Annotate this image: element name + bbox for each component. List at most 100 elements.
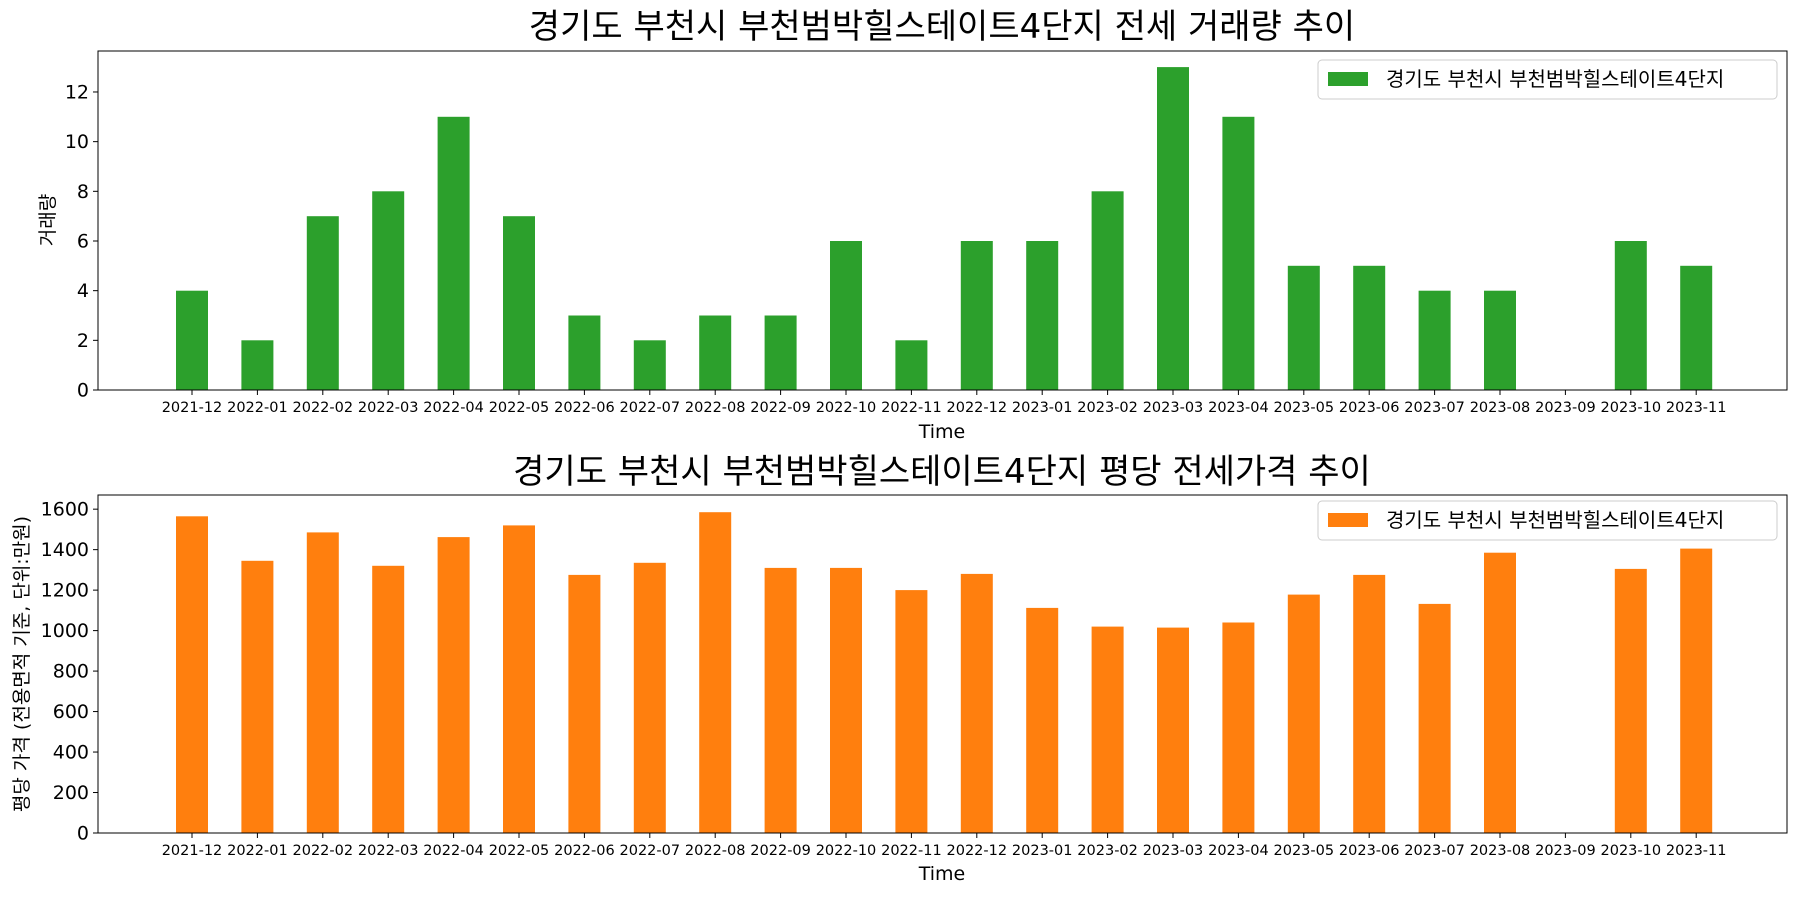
price-x-tick-label: 2022-10 bbox=[816, 843, 877, 859]
volume-bar bbox=[176, 290, 208, 390]
price-x-tick-label: 2022-11 bbox=[881, 843, 942, 859]
price-x-axis-label: Time bbox=[918, 863, 966, 885]
volume-bar bbox=[1157, 67, 1189, 390]
price-bar bbox=[1418, 603, 1451, 833]
price-legend-box bbox=[1317, 500, 1778, 541]
price-y-tick-label: 1000 bbox=[41, 620, 89, 642]
volume-y-tick-label: 12 bbox=[65, 81, 89, 103]
price-bar bbox=[1614, 568, 1647, 833]
volume-x-tick-label: 2023-11 bbox=[1666, 400, 1727, 416]
volume-x-tick-label: 2022-09 bbox=[750, 400, 811, 416]
price-bar bbox=[503, 525, 535, 833]
price-x-tick-label: 2022-08 bbox=[685, 843, 746, 859]
volume-bar bbox=[1614, 241, 1647, 390]
volume-bar bbox=[633, 340, 666, 390]
price-bars bbox=[176, 512, 1713, 833]
volume-bar bbox=[503, 216, 535, 390]
price-bar bbox=[372, 565, 405, 833]
price-x-tick-label: 2023-03 bbox=[1143, 843, 1204, 859]
volume-x-tick-label: 2023-07 bbox=[1404, 400, 1465, 416]
volume-bar bbox=[568, 315, 601, 390]
volume-bar bbox=[437, 116, 470, 391]
volume-y-tick-label: 0 bbox=[77, 380, 89, 402]
volume-x-tick-label: 2023-01 bbox=[1012, 400, 1073, 416]
volume-chart: 경기도 부천시 부천범박힐스테이트4단지 전세 거래량 추이 2021-12 20… bbox=[37, 7, 1788, 443]
price-x-tick-label: 2022-02 bbox=[293, 843, 354, 859]
price-x-tick-label: 2022-09 bbox=[750, 843, 811, 859]
price-x-tick-label: 2022-04 bbox=[423, 843, 484, 859]
price-x-tick-label: 2023-05 bbox=[1274, 843, 1335, 859]
volume-bar bbox=[699, 315, 732, 390]
volume-chart-title: 경기도 부천시 부천범박힐스테이트4단지 전세 거래량 추이 bbox=[529, 7, 1355, 47]
volume-bar bbox=[1026, 241, 1059, 390]
price-bar bbox=[1484, 552, 1516, 833]
price-y-tick-label: 600 bbox=[53, 701, 89, 723]
volume-x-tick-label: 2022-11 bbox=[881, 400, 942, 416]
price-legend-label: 경기도 부천시 부천범박힐스테이트4단지 bbox=[1386, 508, 1724, 532]
price-bar bbox=[960, 573, 993, 833]
volume-bar bbox=[1353, 265, 1386, 390]
price-y-tick-label: 1600 bbox=[41, 499, 89, 521]
price-legend-swatch bbox=[1328, 513, 1368, 527]
volume-bar bbox=[1680, 265, 1713, 390]
price-x-tick-label: 2023-09 bbox=[1535, 843, 1596, 859]
price-y-tick-label: 0 bbox=[77, 823, 89, 845]
volume-bar bbox=[1222, 116, 1255, 391]
price-x-tick-label: 2022-03 bbox=[358, 843, 419, 859]
price-x-ticks: 2021-12 2022-01 2022-02 2022-03 2022-04 2022-… bbox=[162, 833, 1726, 859]
volume-bar bbox=[764, 315, 797, 390]
price-y-tick-label: 800 bbox=[53, 661, 89, 683]
volume-bar bbox=[241, 340, 274, 390]
price-bar bbox=[1680, 548, 1713, 833]
volume-x-tick-label: 2022-12 bbox=[947, 400, 1008, 416]
price-x-tick-label: 2021-12 bbox=[162, 843, 223, 859]
price-bar bbox=[830, 567, 862, 833]
volume-plot-frame bbox=[97, 50, 1788, 391]
volume-x-tick-label: 2023-02 bbox=[1077, 400, 1138, 416]
volume-x-tick-label: 2023-03 bbox=[1143, 400, 1204, 416]
volume-bars bbox=[176, 67, 1713, 391]
price-bar bbox=[633, 562, 666, 833]
price-bar bbox=[1222, 622, 1255, 833]
volume-legend-label: 경기도 부천시 부천범박힐스테이트4단지 bbox=[1386, 67, 1724, 91]
volume-x-tick-label: 2022-10 bbox=[816, 400, 877, 416]
price-x-tick-label: 2023-04 bbox=[1208, 843, 1269, 859]
volume-x-tick-label: 2021-12 bbox=[162, 400, 223, 416]
volume-x-tick-label: 2023-09 bbox=[1535, 400, 1596, 416]
price-y-tick-label: 1400 bbox=[41, 539, 89, 561]
price-chart: 경기도 부천시 부천범박힐스테이트4단지 평당 전세가격 추이 2021-12 2… bbox=[11, 452, 1788, 885]
price-bar bbox=[895, 590, 928, 833]
volume-y-ticks: 0 2 4 6 8 10 12 bbox=[65, 81, 98, 402]
volume-bar bbox=[1091, 191, 1124, 390]
price-bar bbox=[1287, 594, 1320, 833]
price-bar bbox=[699, 512, 732, 833]
volume-x-ticks: 2021-12 2022-01 2022-02 2022-03 2022-04 2022-… bbox=[162, 390, 1727, 416]
volume-x-tick-label: 2023-10 bbox=[1601, 400, 1662, 416]
volume-x-tick-label: 2023-05 bbox=[1274, 400, 1335, 416]
volume-legend: 경기도 부천시 부천범박힐스테이트4단지 bbox=[1317, 59, 1778, 100]
price-legend: 경기도 부천시 부천범박힐스테이트4단지 bbox=[1317, 500, 1778, 541]
volume-y-tick-label: 10 bbox=[65, 131, 89, 153]
volume-x-tick-label: 2022-05 bbox=[489, 400, 550, 416]
volume-x-tick-label: 2022-01 bbox=[227, 400, 288, 416]
price-x-tick-label: 2023-10 bbox=[1601, 843, 1662, 859]
volume-x-tick-label: 2022-07 bbox=[620, 400, 681, 416]
price-bar bbox=[568, 574, 601, 833]
volume-x-tick-label: 2023-08 bbox=[1470, 400, 1531, 416]
volume-legend-swatch bbox=[1328, 72, 1368, 86]
price-bar bbox=[1353, 574, 1386, 833]
volume-bar bbox=[306, 216, 339, 390]
volume-legend-box bbox=[1317, 59, 1778, 100]
volume-bar bbox=[1418, 290, 1451, 390]
volume-bar bbox=[960, 241, 993, 390]
volume-x-tick-label: 2023-06 bbox=[1339, 400, 1400, 416]
volume-bar bbox=[895, 340, 928, 390]
price-plot-frame bbox=[97, 494, 1788, 834]
price-x-tick-label: 2022-12 bbox=[947, 843, 1008, 859]
price-x-tick-label: 2022-05 bbox=[489, 843, 550, 859]
volume-x-tick-label: 2022-02 bbox=[293, 400, 354, 416]
volume-bar bbox=[1484, 290, 1516, 390]
volume-x-tick-label: 2022-03 bbox=[358, 400, 419, 416]
price-y-axis-label: 평당 가격 (전용면적 기준, 단위:만원) bbox=[11, 516, 33, 812]
